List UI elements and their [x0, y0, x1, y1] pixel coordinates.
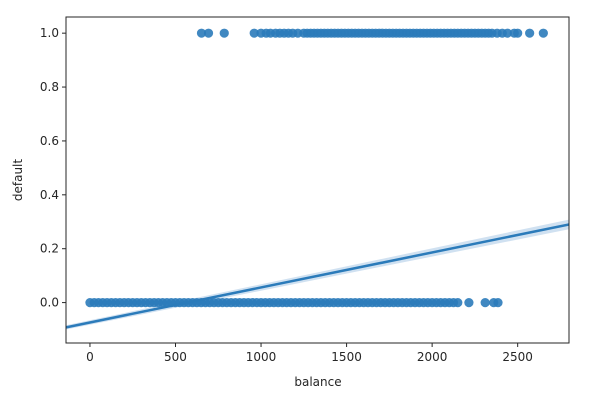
y-tick-label: 0.2	[40, 242, 59, 256]
data-point	[513, 28, 523, 38]
x-axis-label: balance	[294, 375, 341, 389]
y-tick-label: 0.6	[40, 134, 59, 148]
data-point	[493, 297, 503, 308]
data-points-layer	[85, 28, 548, 308]
y-tick-label: 1.0	[40, 26, 59, 40]
y-axis-label: default	[11, 159, 25, 202]
x-tick-label: 0	[86, 350, 94, 364]
regression-line-layer	[66, 223, 569, 329]
data-point	[480, 297, 490, 308]
data-point	[525, 28, 535, 38]
y-tick-label: 0.0	[40, 296, 59, 310]
data-point	[464, 297, 474, 308]
regression-line	[66, 223, 569, 329]
plot-area-frame	[65, 16, 570, 344]
data-point	[196, 28, 207, 38]
data-point	[203, 28, 214, 38]
x-tick-label: 2000	[417, 350, 448, 364]
data-point	[453, 297, 463, 308]
x-axis-ticks: 0 500 1000 1500 2000 2500	[86, 343, 533, 364]
x-tick-label: 1000	[246, 350, 277, 364]
data-point	[502, 28, 513, 38]
y-tick-label: 0.8	[40, 80, 59, 94]
y-axis-ticks: 0.0 0.2 0.4 0.6 0.8 1.0	[40, 26, 66, 310]
data-point	[249, 28, 259, 38]
data-point	[538, 28, 548, 38]
y-tick-label: 0.4	[40, 188, 59, 202]
x-tick-label: 500	[164, 350, 187, 364]
x-tick-label: 2500	[502, 350, 533, 364]
data-point	[219, 28, 229, 38]
x-tick-label: 1500	[331, 350, 362, 364]
